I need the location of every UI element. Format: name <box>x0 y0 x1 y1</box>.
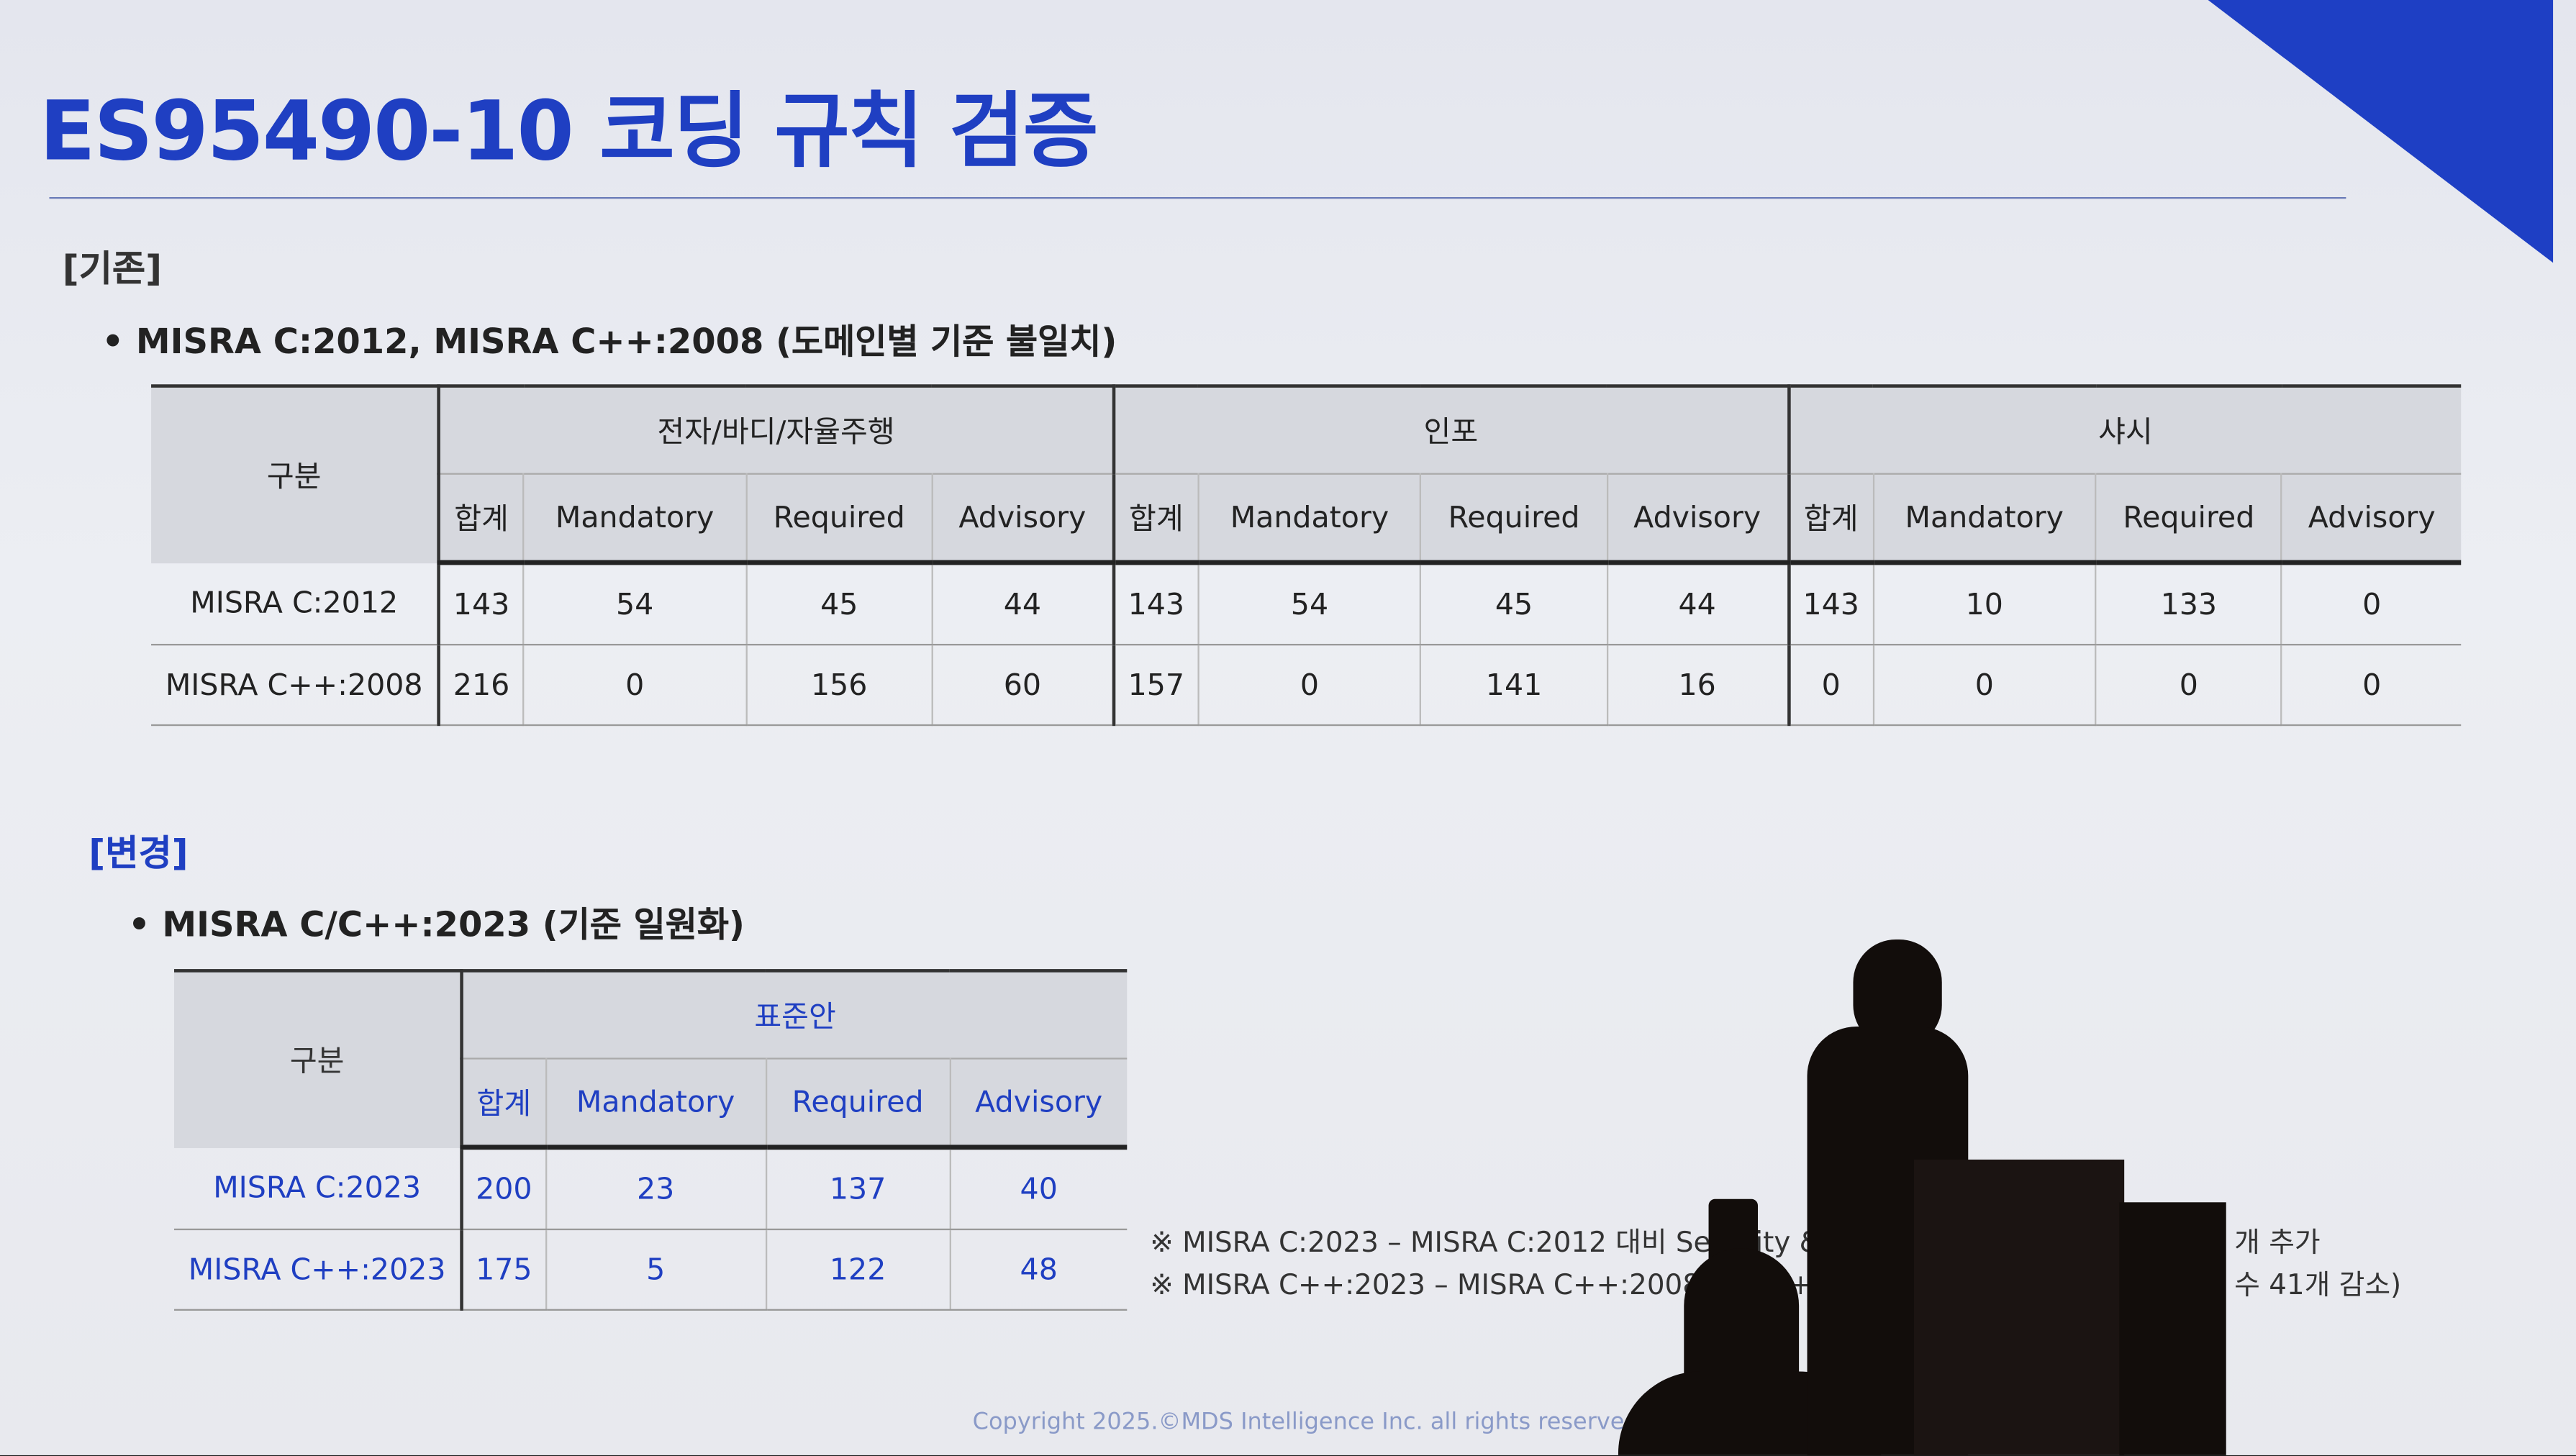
corner-decoration <box>2208 0 2554 263</box>
footnote-2-right: 수 41개 감소) <box>2234 1269 2402 1303</box>
podium-silhouette <box>1913 1159 2125 1455</box>
bullet-before-text: MISRA C:2012, MISRA C++:2008 (도메인별 기준 불일… <box>135 322 1117 362</box>
audience-head-silhouette <box>1684 1248 1800 1396</box>
table-cell: 133 <box>2095 562 2283 646</box>
sub-header: Advisory <box>950 1057 1128 1150</box>
table-cell: 175 <box>461 1229 547 1311</box>
sub-header: Advisory <box>932 473 1115 565</box>
group-header: 인포 <box>1113 384 1790 474</box>
table-cell: 45 <box>745 562 933 646</box>
podium-side-silhouette <box>2119 1202 2226 1455</box>
sub-header: Required <box>766 1057 951 1150</box>
sub-header: Mandatory <box>523 473 748 565</box>
table-cell: 216 <box>438 645 525 727</box>
table-row: MISRA C++:2023 175 5 122 48 <box>174 1229 1128 1311</box>
row-header: 구분 <box>174 969 463 1147</box>
section-before-label: [기존] <box>62 250 163 291</box>
table-cell: 0 <box>523 645 748 727</box>
table-cell: 143 <box>1113 562 1199 646</box>
sub-header: Required <box>2095 473 2283 565</box>
sub-header: Required <box>1420 473 1608 565</box>
table-cell: 16 <box>1607 645 1790 727</box>
table-row: MISRA C:2023 200 23 137 40 <box>174 1147 1128 1231</box>
row-header: 구분 <box>151 384 440 563</box>
table-cell: 48 <box>950 1229 1128 1311</box>
table-cell: 54 <box>1198 562 1422 646</box>
row-label: MISRA C++:2008 <box>151 645 440 727</box>
group-header: 샤시 <box>1788 384 2462 474</box>
table-cell: 122 <box>766 1229 951 1311</box>
row-label: MISRA C++:2023 <box>174 1229 463 1311</box>
group-header: 표준안 <box>461 969 1128 1059</box>
sub-header: Mandatory <box>1872 473 2097 565</box>
table-cell: 54 <box>523 562 748 646</box>
sub-header: Advisory <box>1607 473 1790 565</box>
table-cell: 0 <box>1198 645 1422 727</box>
table-cell: 23 <box>545 1147 767 1231</box>
table-cell: 40 <box>950 1147 1128 1231</box>
slide-title: ES95490-10 코딩 규칙 검증 <box>39 83 1099 179</box>
bullet-after: • MISRA C/C++:2023 (기준 일원화) <box>128 905 745 945</box>
table-cell: 141 <box>1420 645 1608 727</box>
footnote-1-right: 개 추가 <box>2234 1227 2321 1260</box>
table-cell: 60 <box>932 645 1115 727</box>
table-cell: 44 <box>1607 562 1790 646</box>
table-cell: 0 <box>1788 645 1874 727</box>
bullet-after-text: MISRA C/C++:2023 (기준 일원화) <box>162 905 745 945</box>
group-header: 전자/바디/자율주행 <box>438 384 1115 474</box>
sub-header: 합계 <box>461 1057 547 1150</box>
table-cell: 0 <box>2095 645 2283 727</box>
table-row: MISRA C++:2008 216 0 156 60 157 0 141 16 0 0 0 0 <box>151 645 2462 727</box>
sub-header: Mandatory <box>545 1057 767 1150</box>
table-cell: 0 <box>1872 645 2097 727</box>
copyright: Copyright 2025.©MDS Intelligence Inc. al… <box>972 1409 1646 1436</box>
table-cell: 44 <box>932 562 1115 646</box>
table-cell: 45 <box>1420 562 1608 646</box>
table-cell: 5 <box>545 1229 767 1311</box>
table-cell: 0 <box>2282 645 2462 727</box>
section-after-label: [변경] <box>89 834 189 875</box>
sub-header: 합계 <box>1788 473 1874 565</box>
sub-header: 합계 <box>1113 473 1199 565</box>
table-cell: 0 <box>2282 562 2462 646</box>
title-divider <box>49 196 2346 199</box>
sub-header: 합계 <box>438 473 525 565</box>
table-cell: 157 <box>1113 645 1199 727</box>
bullet-before: • MISRA C:2012, MISRA C++:2008 (도메인별 기준 … <box>101 322 1117 362</box>
table-cell: 156 <box>745 645 933 727</box>
sub-header: Advisory <box>2282 473 2462 565</box>
table-cell: 143 <box>438 562 525 646</box>
table-cell: 200 <box>461 1147 547 1231</box>
table-cell: 10 <box>1872 562 2097 646</box>
row-label: MISRA C:2023 <box>174 1147 463 1231</box>
sub-header: Mandatory <box>1198 473 1422 565</box>
table-cell: 143 <box>1788 562 1874 646</box>
table-row: MISRA C:2012 143 54 45 44 143 54 45 44 143 10 133 0 <box>151 562 2462 646</box>
row-label: MISRA C:2012 <box>151 562 440 646</box>
sub-header: Required <box>745 473 933 565</box>
table-cell: 137 <box>766 1147 951 1231</box>
table-after: 구분 표준안 합계 Mandatory Required Advisory MISRA… <box>174 969 1128 1311</box>
table-before: 구분 전자/바디/자율주행 인포 샤시 합계 Mandatory Required A… <box>151 384 2462 727</box>
